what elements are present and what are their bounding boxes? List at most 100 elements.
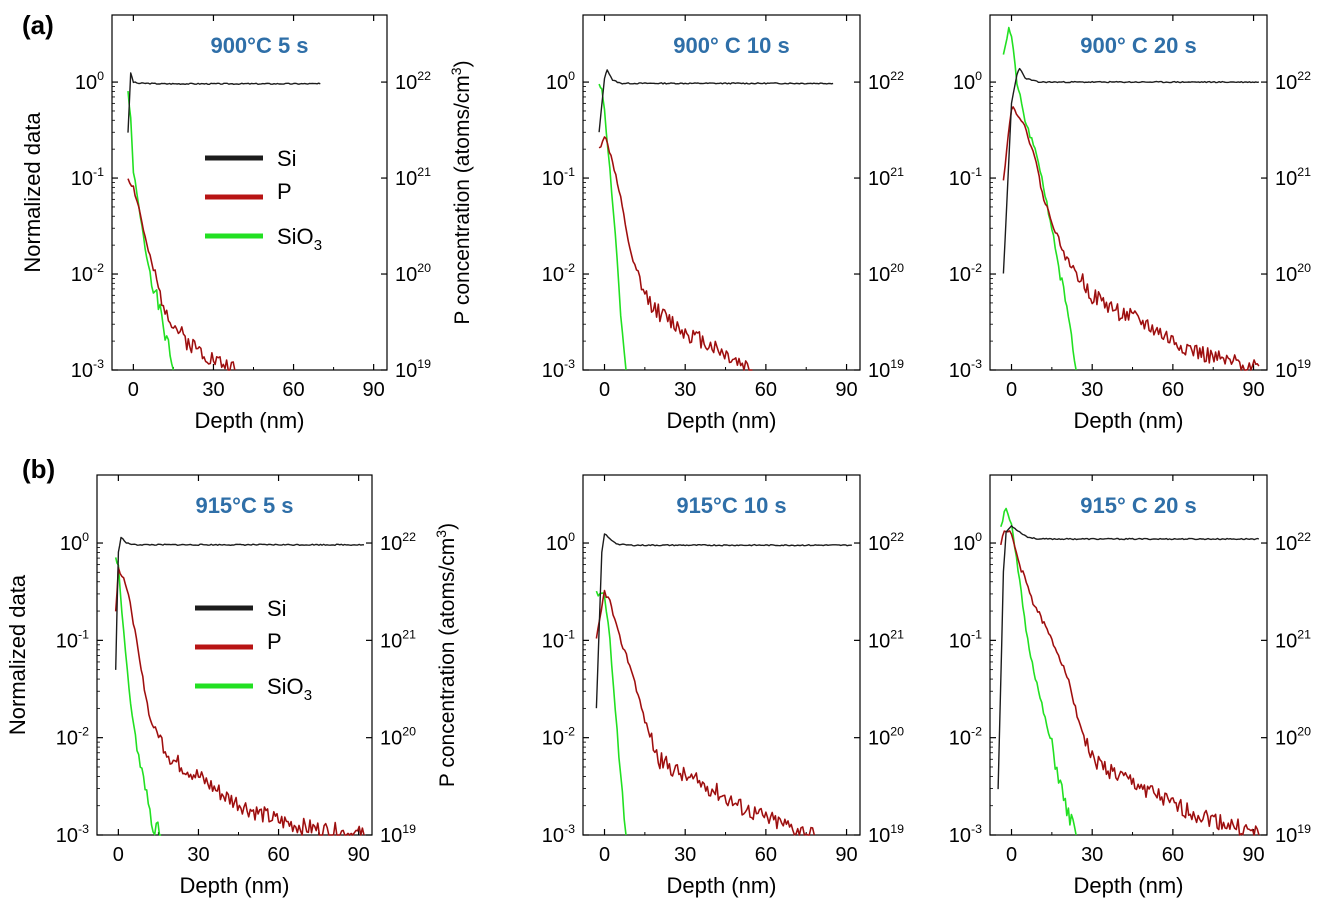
plot-frame: [989, 14, 1268, 371]
chart-title: 900° C 20 s: [1080, 33, 1196, 58]
x-axis-label: Depth (nm): [666, 873, 776, 898]
plot-frame: [989, 474, 1268, 836]
panels-group: 0 30 60 90 100 1022 10-1 1021 10-2 1020 10-3 1019 90…: [5, 14, 1311, 898]
y-tick-label-left: 10-1: [56, 627, 89, 652]
plot-frame: [582, 14, 861, 371]
series-line-p-shadow: [1003, 106, 1260, 372]
y-tick-label-right: 1021: [1275, 165, 1311, 190]
y-tick-label-left: 10-1: [949, 165, 982, 190]
y-tick-label-left: 100: [546, 69, 575, 94]
y-tick-label-left: 100: [546, 530, 575, 555]
y-tick-label-left: 10-2: [542, 725, 575, 750]
chart-title: 915° C 20 s: [1080, 493, 1196, 518]
x-tick-label: 30: [187, 844, 209, 866]
y-tick-label-left: 10-3: [949, 357, 982, 382]
y-tick-label-right: 1020: [1275, 725, 1311, 750]
x-tick-label: 60: [1162, 379, 1184, 401]
legend-label: P: [277, 179, 292, 204]
legend: Si P SiO3: [195, 596, 312, 704]
plot-frame: [111, 14, 388, 371]
y-tick-label-left: 10-1: [542, 627, 575, 652]
y-tick-label-left: 10-3: [71, 357, 104, 382]
series-line-sio3: [1002, 26, 1077, 371]
chart-panel: 0 30 60 90 100 1022 10-1 1021 10-2 1020 10-3 1019 90…: [542, 14, 904, 433]
y-tick-label-right: 1021: [868, 627, 904, 652]
series-line-sio3: [127, 91, 175, 371]
x-tick-label: 0: [599, 379, 610, 401]
chart-panel: 0 30 60 90 100 1022 10-1 1021 10-2 1020 10-3 1019 90…: [949, 14, 1311, 433]
y-tick-label-right: 1019: [868, 822, 904, 847]
chart-title: 915°C 10 s: [676, 493, 786, 518]
x-tick-label: 90: [1242, 844, 1264, 866]
x-tick-label: 90: [363, 379, 385, 401]
x-tick-label: 30: [1081, 844, 1103, 866]
x-tick-label: 30: [674, 844, 696, 866]
x-tick-label: 60: [755, 379, 777, 401]
y-tick-label-right: 1020: [868, 261, 904, 286]
series-line-p-shadow: [596, 590, 815, 836]
plot-frame: [582, 474, 861, 836]
plot-frame: [96, 474, 373, 836]
y-tick-label-right: 1019: [868, 357, 904, 382]
y-tick-label-left: 10-3: [56, 822, 89, 847]
series-line-si: [127, 72, 321, 133]
legend-label: Si: [267, 596, 287, 621]
y-tick-label-right: 1021: [395, 165, 431, 190]
y-tick-label-right: 1022: [868, 69, 904, 94]
x-axis-label: Depth (nm): [1073, 408, 1183, 433]
y-tick-label-left: 10-1: [949, 627, 982, 652]
y-tick-label-right: 1020: [395, 261, 431, 286]
x-tick-label: 60: [282, 379, 304, 401]
series-line-sio3: [114, 557, 162, 836]
series-line-p: [1002, 106, 1260, 371]
x-tick-label: 60: [755, 844, 777, 866]
y-tick-label-left: 10-2: [542, 261, 575, 286]
chart-panel: 0 30 60 90 100 1022 10-1 1021 10-2 1020 10-3 1019 90…: [20, 14, 474, 433]
series-line-p: [1000, 530, 1260, 836]
series-line-si: [595, 533, 852, 709]
y-tick-label-right: 1021: [868, 165, 904, 190]
chart-title: 900° C 10 s: [673, 33, 789, 58]
y-axis-label-right: P concentration (atoms/cm3): [433, 523, 459, 787]
x-tick-label: 0: [1006, 844, 1017, 866]
x-tick-label: 60: [1162, 844, 1184, 866]
series-line-sio3: [595, 590, 627, 836]
x-tick-label: 30: [1081, 379, 1103, 401]
row-label-a: (a): [22, 10, 54, 40]
series-line-si: [598, 69, 834, 133]
chart-panel: 0 30 60 90 100 1022 10-1 1021 10-2 1020 10-3 1019 91…: [5, 474, 459, 898]
legend-label: Si: [277, 146, 297, 171]
y-tick-label-right: 1019: [395, 357, 431, 382]
x-tick-label: 0: [599, 844, 610, 866]
y-tick-label-right: 1019: [1275, 822, 1311, 847]
legend-label: P: [267, 629, 282, 654]
series-line-p-shadow: [598, 136, 753, 371]
row-label-b: (b): [22, 454, 55, 484]
y-tick-label-left: 100: [60, 530, 89, 555]
y-tick-label-left: 10-3: [542, 357, 575, 382]
x-tick-label: 0: [128, 379, 139, 401]
x-tick-label: 90: [1242, 379, 1264, 401]
legend-label: SiO3: [267, 674, 312, 704]
series-line-p: [127, 178, 236, 371]
y-tick-label-right: 1020: [1275, 261, 1311, 286]
y-tick-label-left: 100: [75, 69, 104, 94]
chart-panel: 0 30 60 90 100 1022 10-1 1021 10-2 1020 10-3 1019 91…: [949, 474, 1311, 898]
y-tick-label-left: 100: [953, 530, 982, 555]
series-line-p-shadow: [127, 178, 236, 371]
x-tick-label: 90: [835, 379, 857, 401]
series-line-si: [1002, 67, 1259, 274]
x-axis-label: Depth (nm): [1073, 873, 1183, 898]
y-tick-label-left: 100: [953, 69, 982, 94]
y-tick-label-right: 1021: [1275, 627, 1311, 652]
x-tick-label: 60: [267, 844, 289, 866]
x-tick-label: 0: [113, 844, 124, 866]
y-tick-label-left: 10-2: [56, 725, 89, 750]
y-tick-label-right: 1022: [395, 69, 431, 94]
y-tick-label-right: 1021: [380, 627, 416, 652]
x-axis-label: Depth (nm): [194, 408, 304, 433]
x-tick-label: 90: [835, 844, 857, 866]
y-tick-label-left: 10-3: [542, 822, 575, 847]
series-line-si: [115, 536, 364, 670]
